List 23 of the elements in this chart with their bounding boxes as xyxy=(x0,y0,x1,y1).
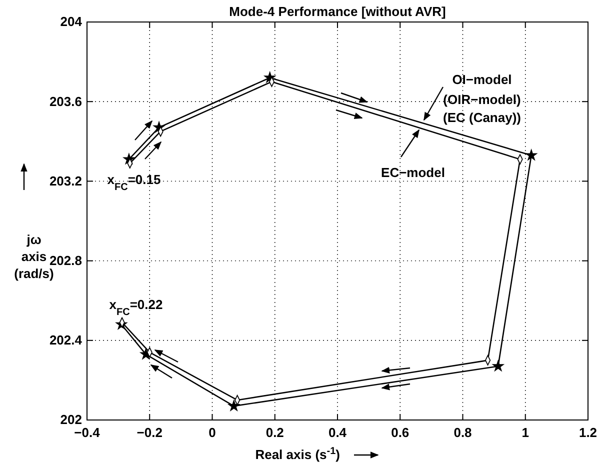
y-tick-label: 204 xyxy=(60,14,83,30)
y-tick-label: 203.2 xyxy=(49,173,82,188)
annotation: (EC (Canay)) xyxy=(442,110,522,125)
annotation: EC−model xyxy=(381,165,445,180)
y-tick-label: 202.4 xyxy=(49,332,83,348)
y-tick-label: 203.6 xyxy=(49,94,82,109)
annotation: x$_{FC}$=0.15 xyxy=(107,172,161,192)
x-tick-label: 1.2 xyxy=(578,425,598,440)
y-tick-label: 202.8 xyxy=(49,252,82,268)
x-tick-label: −0.2 xyxy=(136,425,162,440)
chart-title: Mode-4 Performance [without AVR] xyxy=(229,4,446,19)
y-tick-label: 202 xyxy=(60,412,82,428)
annotation: (OIR−model) xyxy=(443,92,521,107)
x-tick-label: 0.6 xyxy=(391,425,410,440)
x-tick-label: 0 xyxy=(208,425,216,440)
x-tick-label: 0.8 xyxy=(454,425,472,440)
annotation: OI−model xyxy=(452,72,512,87)
x-tick-label: −0.4 xyxy=(74,425,101,440)
x-axis-title: Real axis (s$^{-1}$) xyxy=(255,446,340,462)
x-tick-label: 1 xyxy=(522,425,529,440)
annotation: x$_{FC}$=0.22 xyxy=(109,297,163,318)
x-tick-label: 0.2 xyxy=(266,425,284,440)
x-tick-label: 0.4 xyxy=(328,425,348,440)
